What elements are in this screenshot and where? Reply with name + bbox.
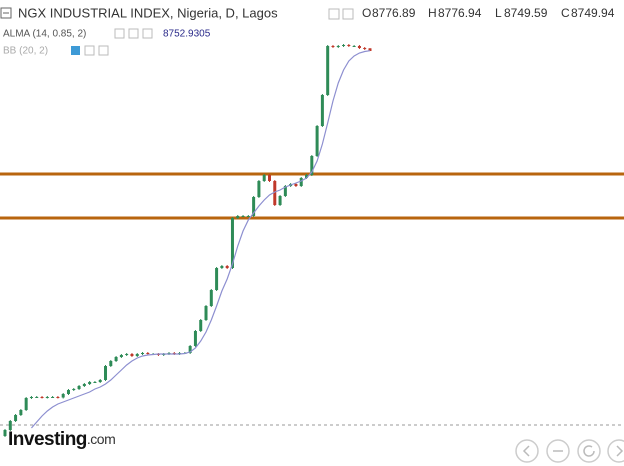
candle-body <box>98 380 102 382</box>
candle-body <box>225 266 229 268</box>
collapse-icon[interactable] <box>0 7 12 19</box>
reset-button[interactable] <box>577 439 601 463</box>
candle-body <box>209 290 213 306</box>
indicator-icon[interactable] <box>98 45 109 56</box>
candle-body <box>215 268 219 290</box>
candle-body <box>310 156 314 175</box>
candle-body <box>109 361 113 366</box>
brand-logo: Investing.com <box>8 429 115 450</box>
candle-body <box>357 46 361 48</box>
ohlc-value: 8749.59 <box>504 6 548 20</box>
ohlc-letter: L <box>495 6 502 20</box>
settings-icon[interactable] <box>342 8 354 20</box>
indicator-label: ALMA (14, 0.85, 2) <box>3 29 86 40</box>
candle-body <box>252 197 256 216</box>
indicator-icon[interactable] <box>114 28 125 39</box>
candle-body <box>315 126 319 156</box>
candle-body <box>72 389 76 390</box>
settings-icon[interactable] <box>328 8 340 20</box>
candle-body <box>241 216 245 217</box>
candle-body <box>342 45 346 46</box>
candle-body <box>8 421 12 430</box>
candle-body <box>40 397 44 398</box>
candle-body <box>104 366 108 380</box>
icon-arrow <box>522 445 530 457</box>
indicator-value: 8752.9305 <box>163 29 211 40</box>
ohlc-letter: H <box>428 6 437 20</box>
candle-body <box>3 430 7 436</box>
brand-name: Investing <box>8 429 87 450</box>
candle-body <box>188 346 192 353</box>
candle-body <box>29 397 33 398</box>
candle-body <box>119 355 123 357</box>
chart-title: NGX INDUSTRIAL INDEX, Nigeria, D, Lagos <box>18 5 278 20</box>
candle-body <box>305 175 309 178</box>
icon-reset <box>583 445 595 457</box>
candle-body <box>24 398 28 410</box>
candle-body <box>294 184 298 186</box>
scroll-left-button[interactable] <box>515 439 539 463</box>
scroll-right-button[interactable] <box>607 439 624 463</box>
candle-body <box>299 178 303 186</box>
candle-body <box>14 415 18 421</box>
plot-area <box>0 44 624 437</box>
candle-body <box>368 48 372 52</box>
candle-body <box>331 46 335 47</box>
indicator-icon[interactable] <box>142 28 153 39</box>
brand-suffix: .com <box>87 431 115 447</box>
candle-body <box>77 386 81 389</box>
indicator-label: BB (20, 2) <box>3 46 48 57</box>
candle-body <box>193 331 197 346</box>
candle-body <box>141 353 145 354</box>
candle-body <box>347 45 351 46</box>
candle-body <box>236 216 240 218</box>
candle-body <box>267 175 271 181</box>
candle-body <box>56 397 60 398</box>
indicator-icon[interactable] <box>84 45 95 56</box>
candle-body <box>220 266 224 268</box>
candle-body <box>273 181 277 205</box>
candle-body <box>35 397 39 398</box>
candle-body <box>352 46 356 47</box>
candle-body <box>82 384 86 386</box>
candle-body <box>246 216 250 217</box>
candle-body <box>283 186 287 196</box>
candle-body <box>125 354 129 355</box>
candle-body <box>336 46 340 47</box>
ohlc-letter: O <box>362 6 371 20</box>
candle-body <box>326 46 330 95</box>
candle-body <box>45 397 49 398</box>
candle-body <box>19 410 23 415</box>
candle-body <box>51 397 55 398</box>
candle-body <box>135 354 139 356</box>
ohlc-letter: C <box>561 6 570 20</box>
ohlc-value: 8776.89 <box>372 6 416 20</box>
ohlc-value: 8749.94 <box>571 6 615 20</box>
candle-body <box>230 218 234 268</box>
icon-arrow <box>616 445 624 457</box>
indicator-icon[interactable] <box>128 28 139 39</box>
candle-body <box>257 181 261 197</box>
candle-body <box>320 95 324 126</box>
candle-body <box>114 357 118 361</box>
candle-body <box>93 382 97 383</box>
candle-body <box>199 320 203 331</box>
candle-body <box>66 390 70 394</box>
indicator-line <box>30 50 371 429</box>
candle-body <box>88 382 92 384</box>
candle-body <box>262 175 266 181</box>
candle-body <box>146 353 150 354</box>
ohlc-value: 8776.94 <box>438 6 482 20</box>
candle-body <box>61 394 65 398</box>
candle-body <box>278 196 282 205</box>
candle-body <box>204 306 208 320</box>
candle-body <box>130 354 134 356</box>
candle-body <box>363 48 367 49</box>
indicator-icon[interactable] <box>71 46 80 55</box>
